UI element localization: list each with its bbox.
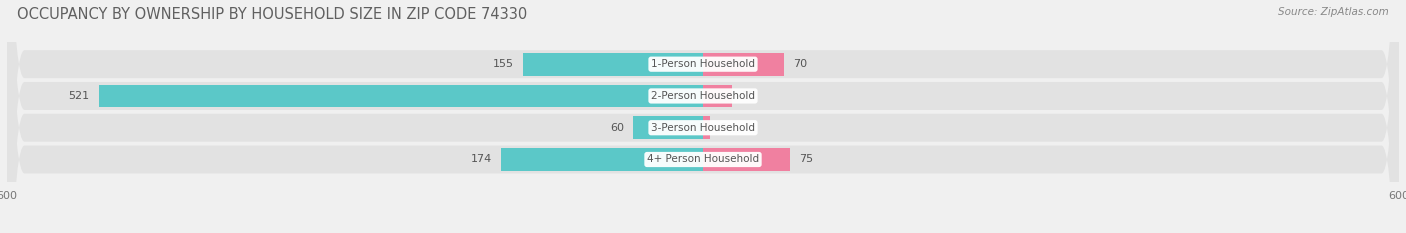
Text: 60: 60 xyxy=(610,123,624,133)
Bar xyxy=(703,53,785,76)
Text: 2-Person Household: 2-Person Household xyxy=(651,91,755,101)
Text: 25: 25 xyxy=(741,91,755,101)
FancyBboxPatch shape xyxy=(7,0,1399,233)
Bar xyxy=(703,116,710,139)
Bar xyxy=(523,53,703,76)
Text: 3-Person Household: 3-Person Household xyxy=(651,123,755,133)
Text: 6: 6 xyxy=(720,123,727,133)
Text: 4+ Person Household: 4+ Person Household xyxy=(647,154,759,164)
FancyBboxPatch shape xyxy=(7,0,1399,233)
Text: OCCUPANCY BY OWNERSHIP BY HOUSEHOLD SIZE IN ZIP CODE 74330: OCCUPANCY BY OWNERSHIP BY HOUSEHOLD SIZE… xyxy=(17,7,527,22)
Bar xyxy=(633,116,703,139)
FancyBboxPatch shape xyxy=(7,0,1399,233)
FancyBboxPatch shape xyxy=(7,0,1399,233)
Text: 75: 75 xyxy=(799,154,814,164)
Text: 1-Person Household: 1-Person Household xyxy=(651,59,755,69)
Bar xyxy=(703,148,790,171)
Bar xyxy=(98,85,703,107)
Bar xyxy=(501,148,703,171)
Text: 521: 521 xyxy=(69,91,90,101)
Text: 70: 70 xyxy=(793,59,807,69)
Text: 155: 155 xyxy=(494,59,515,69)
Text: 174: 174 xyxy=(471,154,492,164)
Text: Source: ZipAtlas.com: Source: ZipAtlas.com xyxy=(1278,7,1389,17)
Bar xyxy=(703,85,733,107)
